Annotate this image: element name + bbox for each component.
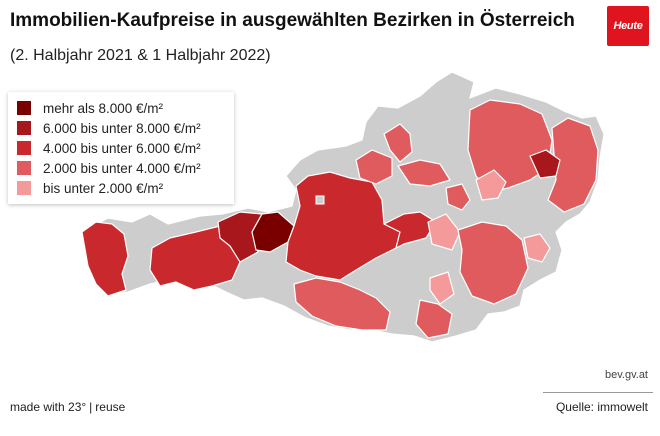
region-tyrol-central <box>217 211 263 263</box>
made-with-link[interactable]: made with 23° <box>10 400 87 414</box>
map-legend: mehr als 8.000 €/m² 6.000 bis unter 8.00… <box>8 92 234 204</box>
legend-label: 6.000 bis unter 8.000 €/m² <box>43 120 201 136</box>
region-vienna <box>529 149 561 179</box>
legend-label: 4.000 bis unter 6.000 €/m² <box>43 140 201 156</box>
region-styria-mid <box>445 183 471 211</box>
region-upper-austria-1 <box>355 149 393 185</box>
legend-item: 2.000 bis unter 4.000 €/m² <box>17 160 201 176</box>
legend-label: 2.000 bis unter 4.000 €/m² <box>43 160 201 176</box>
chart-title: Immobilien-Kaufpreise in ausgewählten Be… <box>10 10 575 31</box>
legend-swatch <box>17 101 31 115</box>
legend-item: mehr als 8.000 €/m² <box>17 100 164 116</box>
region-lower-austria-east <box>547 117 599 213</box>
region-carinthia-west <box>293 277 391 331</box>
region-burgenland-light <box>523 233 551 263</box>
heute-logo: Heute <box>607 6 649 46</box>
geo-source: bev.gv.at <box>604 369 648 381</box>
footer-credit: made with 23° | reuse <box>10 400 125 414</box>
legend-swatch <box>17 161 31 175</box>
region-lower-austria-light <box>475 169 507 201</box>
region-styria-east <box>457 221 529 305</box>
footer-divider <box>543 392 653 393</box>
legend-swatch <box>17 121 31 135</box>
legend-label: bis unter 2.000 €/m² <box>43 180 164 196</box>
chart-subtitle: (2. Halbjahr 2021 & 1 Halbjahr 2022) <box>10 47 271 64</box>
region-salzkammergut <box>383 211 437 249</box>
logo-text: Heute <box>613 20 643 32</box>
legend-label: mehr als 8.000 €/m² <box>43 100 164 116</box>
region-graz-light <box>429 271 455 305</box>
legend-swatch <box>17 181 31 195</box>
footer-separator: | <box>89 400 93 414</box>
region-salzburg-city <box>315 195 325 205</box>
region-upper-austria-2 <box>383 123 413 163</box>
legend-swatch <box>17 141 31 155</box>
data-source: Quelle: immowelt <box>555 400 648 414</box>
region-upper-austria-3 <box>397 159 451 187</box>
legend-item: bis unter 2.000 €/m² <box>17 180 164 196</box>
region-styria-light <box>427 213 461 251</box>
reuse-link[interactable]: reuse <box>95 400 126 414</box>
region-styria-south <box>415 299 453 339</box>
legend-item: 4.000 bis unter 6.000 €/m² <box>17 140 201 156</box>
legend-item: 6.000 bis unter 8.000 €/m² <box>17 120 201 136</box>
region-vorarlberg <box>81 221 129 297</box>
